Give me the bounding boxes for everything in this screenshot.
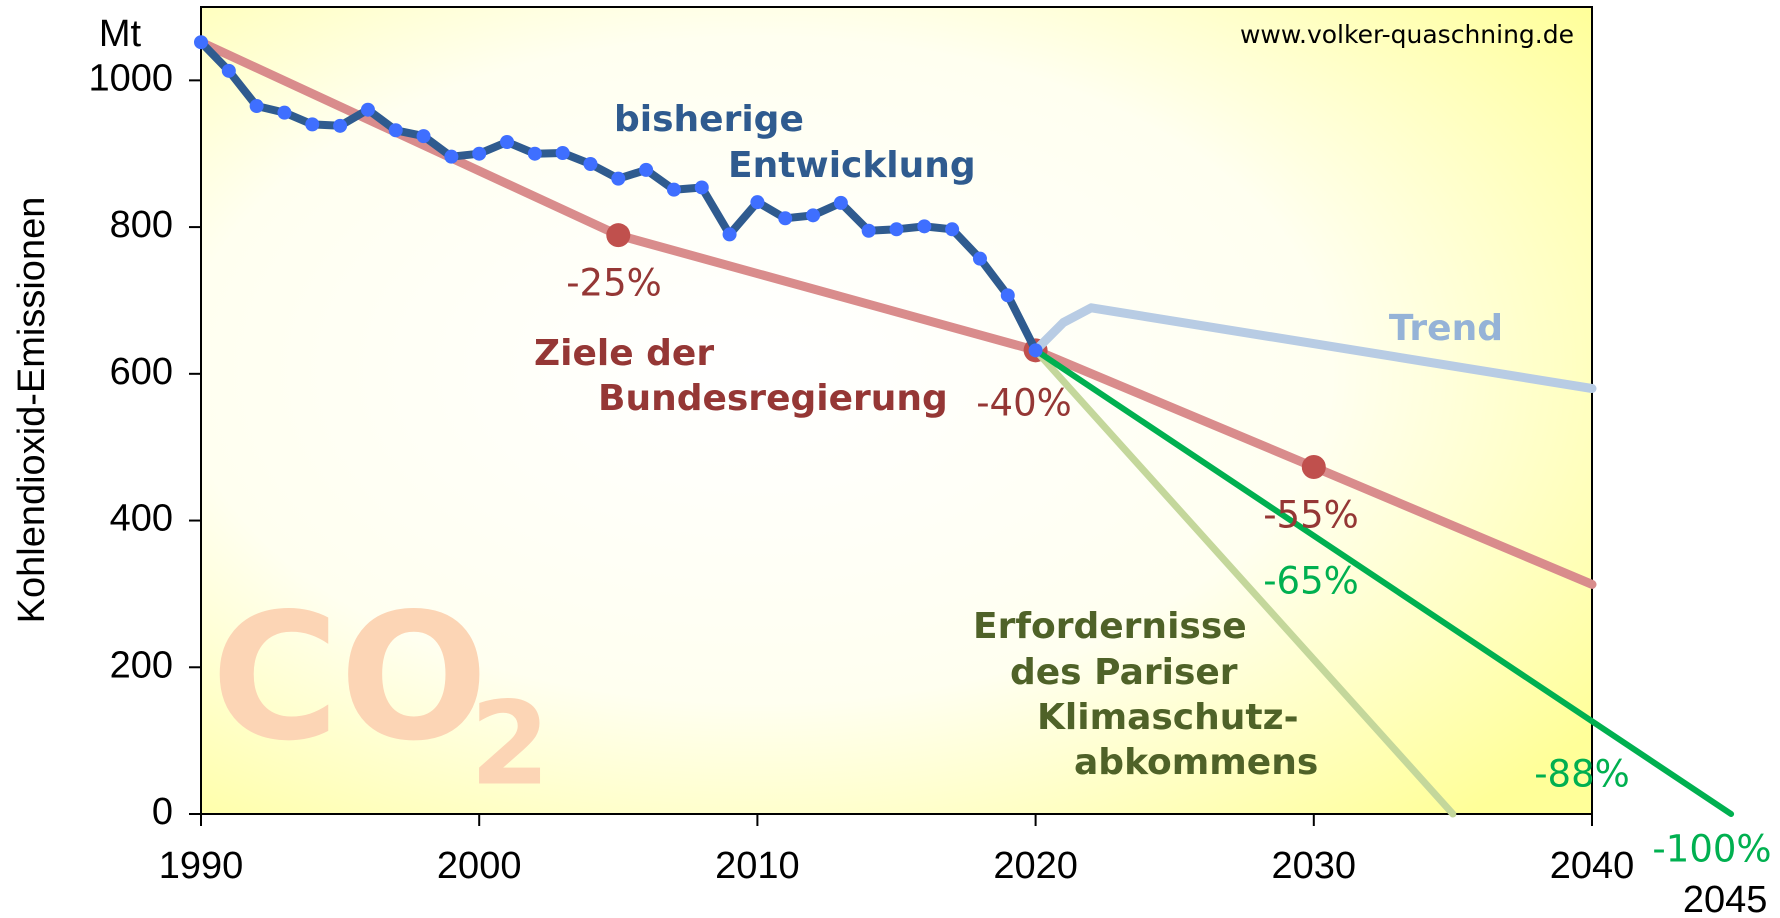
point xyxy=(416,129,431,144)
point xyxy=(639,162,654,177)
y-unit: Mt xyxy=(99,13,142,55)
point xyxy=(1028,343,1043,358)
annotation: Ziele der xyxy=(534,333,714,374)
point xyxy=(527,146,542,161)
point xyxy=(360,102,375,117)
annotation: -88% xyxy=(1534,753,1630,796)
point xyxy=(694,180,709,195)
y-tick-label: 600 xyxy=(110,351,173,393)
point xyxy=(555,145,570,160)
annotation: bisherige xyxy=(614,99,804,140)
watermark: CO xyxy=(211,577,488,780)
y-axis-label: Kohlendioxid-Emissionen xyxy=(11,197,53,624)
series-line xyxy=(1031,303,1597,393)
x-tick-label: 2000 xyxy=(437,845,522,887)
point xyxy=(583,156,598,171)
point xyxy=(861,223,876,238)
point xyxy=(1000,288,1015,303)
series-line xyxy=(1032,346,1457,818)
point xyxy=(945,222,960,237)
annotation: Trend xyxy=(1389,308,1503,349)
point xyxy=(333,118,348,133)
point xyxy=(1301,454,1326,479)
annotation: -100% xyxy=(1652,828,1771,871)
point xyxy=(388,123,403,138)
annotation: Bundesregierung xyxy=(598,378,948,419)
y-tick-label: 0 xyxy=(152,791,173,833)
point xyxy=(277,105,292,120)
point xyxy=(500,134,515,149)
point xyxy=(611,171,626,186)
y-tick-label: 1000 xyxy=(88,57,173,99)
point xyxy=(194,35,208,50)
annotation: abkommens xyxy=(1074,742,1318,783)
y-tick-label: 400 xyxy=(110,498,173,540)
annotation: Entwicklung xyxy=(728,145,976,186)
annotation: -40% xyxy=(976,382,1072,425)
annotation: Erfordernisse xyxy=(973,606,1247,647)
point xyxy=(472,146,487,161)
x-tick-label: 2030 xyxy=(1272,845,1357,887)
annotation: -55% xyxy=(1263,494,1359,537)
point xyxy=(606,223,631,248)
source: www.volker-quaschning.de xyxy=(1240,20,1574,49)
x-tick-label: 2040 xyxy=(1550,845,1635,887)
point xyxy=(221,63,236,78)
x-tick-label: 1990 xyxy=(159,845,244,887)
x-tick-label: 2045 xyxy=(1683,879,1768,918)
point xyxy=(666,182,681,197)
point xyxy=(249,99,264,114)
point xyxy=(750,195,765,210)
watermark-sub: 2 xyxy=(470,678,550,812)
point xyxy=(722,227,737,242)
annotation: des Pariser xyxy=(1010,652,1238,693)
annotation: -65% xyxy=(1263,560,1359,603)
point xyxy=(889,222,904,237)
x-tick-label: 2020 xyxy=(993,845,1078,887)
point xyxy=(778,211,793,226)
point xyxy=(917,219,932,234)
point xyxy=(444,149,459,164)
y-tick-label: 200 xyxy=(110,644,173,686)
y-tick-label: 800 xyxy=(110,204,173,246)
point xyxy=(806,208,821,223)
point xyxy=(305,117,320,132)
x-tick-label: 2010 xyxy=(715,845,800,887)
annotation: -25% xyxy=(566,262,662,305)
point xyxy=(833,195,848,210)
annotation: Klimaschutz- xyxy=(1037,697,1299,738)
point xyxy=(972,251,987,266)
series-line xyxy=(1032,347,1735,817)
